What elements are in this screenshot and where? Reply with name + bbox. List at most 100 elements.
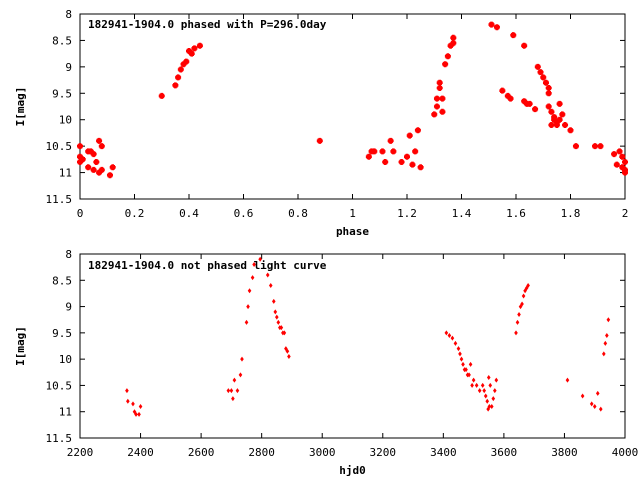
phased-data-point: [398, 159, 405, 165]
phased-data-point: [404, 153, 410, 160]
phased-data-point: [572, 143, 579, 150]
phased-data-point: [98, 143, 105, 150]
unphased-data-point: [138, 403, 143, 409]
unphased-y-tick-label: 11.5: [46, 432, 73, 445]
phased-data-point: [417, 164, 424, 171]
phased-data-point: [592, 143, 599, 150]
unphased-x-tick-label: 2600: [188, 446, 215, 459]
phased-data-point: [526, 100, 533, 107]
phased-data-point: [109, 164, 116, 171]
phased-data-point: [96, 137, 103, 144]
phased-data-point: [414, 127, 421, 134]
phased-data-point: [431, 111, 438, 118]
phased-data-point: [177, 66, 184, 73]
phased-data-point: [499, 87, 506, 94]
unphased-y-tick-label: 8: [65, 248, 72, 261]
phased-x-tick-label: 1.2: [397, 207, 417, 220]
unphased-data-point: [250, 275, 255, 281]
unphased-x-tick-label: 3400: [430, 446, 457, 459]
phased-data-point: [534, 63, 541, 70]
phased-data-point: [548, 108, 555, 115]
unphased-data-point: [493, 388, 497, 394]
phased-data-point: [172, 82, 179, 89]
phased-data-points: [77, 21, 628, 179]
phased-data-point: [537, 69, 544, 76]
unphased-x-tick-label: 2800: [248, 446, 275, 459]
phased-data-point: [316, 137, 323, 144]
unphased-data-point: [598, 406, 603, 412]
phased-data-point: [90, 151, 97, 158]
unphased-data-point: [521, 293, 526, 299]
unphased-data-point: [231, 396, 235, 402]
unphased-data-point: [592, 403, 597, 409]
unphased-data-point: [282, 330, 287, 336]
phased-y-tick-label: 8.5: [52, 34, 72, 47]
unphased-data-point: [134, 411, 138, 417]
phased-x-tick-label: 0.8: [288, 207, 308, 220]
unphased-chart-title: 182941-1904.0 not phased light curve: [88, 259, 327, 272]
unphased-data-point: [265, 272, 270, 278]
unphased-data-point: [125, 388, 129, 394]
unphased-y-tick-label: 9.5: [52, 327, 72, 340]
phased-x-tick-label: 1.4: [452, 207, 472, 220]
phased-data-point: [436, 85, 443, 91]
phased-data-point: [532, 106, 539, 113]
unphased-data-point: [483, 393, 488, 399]
phased-data-point: [545, 103, 552, 110]
phased-data-point: [545, 85, 552, 91]
unphased-data-point: [603, 340, 608, 346]
unphased-data-point: [247, 288, 252, 294]
unphased-x-tick-label: 3200: [370, 446, 397, 459]
phased-data-point: [439, 108, 446, 115]
unphased-data-point: [565, 377, 570, 383]
phased-data-point: [90, 166, 97, 173]
unphased-x-tick-label: 3800: [551, 446, 578, 459]
phased-data-point: [433, 95, 440, 102]
unphased-data-point: [131, 401, 135, 407]
phased-data-point: [382, 159, 389, 165]
phased-data-point: [548, 122, 555, 128]
unphased-data-point: [273, 309, 278, 315]
phased-data-point: [188, 50, 195, 57]
phased-data-point: [567, 127, 574, 134]
phased-y-tick-label: 10.5: [46, 140, 73, 153]
phased-data-point: [98, 166, 105, 173]
unphased-data-point: [447, 332, 452, 338]
phased-data-point: [493, 24, 500, 31]
unphased-data-point: [285, 348, 290, 354]
phased-x-tick-label: 1.8: [561, 207, 581, 220]
unphased-y-tick-label: 11: [59, 406, 72, 419]
unphased-data-point: [275, 314, 279, 320]
phased-data-point: [175, 74, 182, 81]
unphased-data-point: [526, 283, 530, 289]
phased-data-point: [365, 153, 372, 160]
phased-data-point: [183, 58, 190, 65]
unphased-data-point: [486, 406, 490, 412]
phased-data-point: [510, 32, 517, 39]
unphased-data-point: [487, 403, 492, 409]
phased-data-point: [191, 45, 198, 52]
phased-x-tick-label: 0.6: [234, 207, 254, 220]
unphased-data-point: [268, 283, 273, 289]
unphased-data-point: [589, 401, 594, 407]
phased-y-tick-label: 9: [65, 61, 72, 74]
unphased-data-point: [287, 354, 291, 360]
unphased-data-point: [464, 367, 468, 373]
unphased-data-point: [126, 398, 130, 404]
unphased-y-ticks: 8 8.5 9 9.5 10 10.5 11 11.5: [46, 248, 625, 445]
phased-data-point: [444, 53, 451, 60]
phased-x-tick-label: 0: [77, 207, 84, 220]
unphased-data-point: [246, 304, 250, 310]
phased-x-tick-label: 1: [349, 207, 356, 220]
unphased-data-points: [125, 256, 611, 417]
unphased-data-point: [486, 375, 491, 381]
unphased-data-point: [494, 377, 499, 383]
unphased-data-point: [467, 372, 471, 378]
unphased-data-point: [520, 301, 524, 307]
unphased-data-point: [471, 377, 476, 383]
phased-data-point: [616, 148, 623, 155]
unphased-data-point: [453, 340, 458, 346]
phased-data-point: [559, 111, 566, 118]
unphased-data-point: [477, 388, 482, 394]
